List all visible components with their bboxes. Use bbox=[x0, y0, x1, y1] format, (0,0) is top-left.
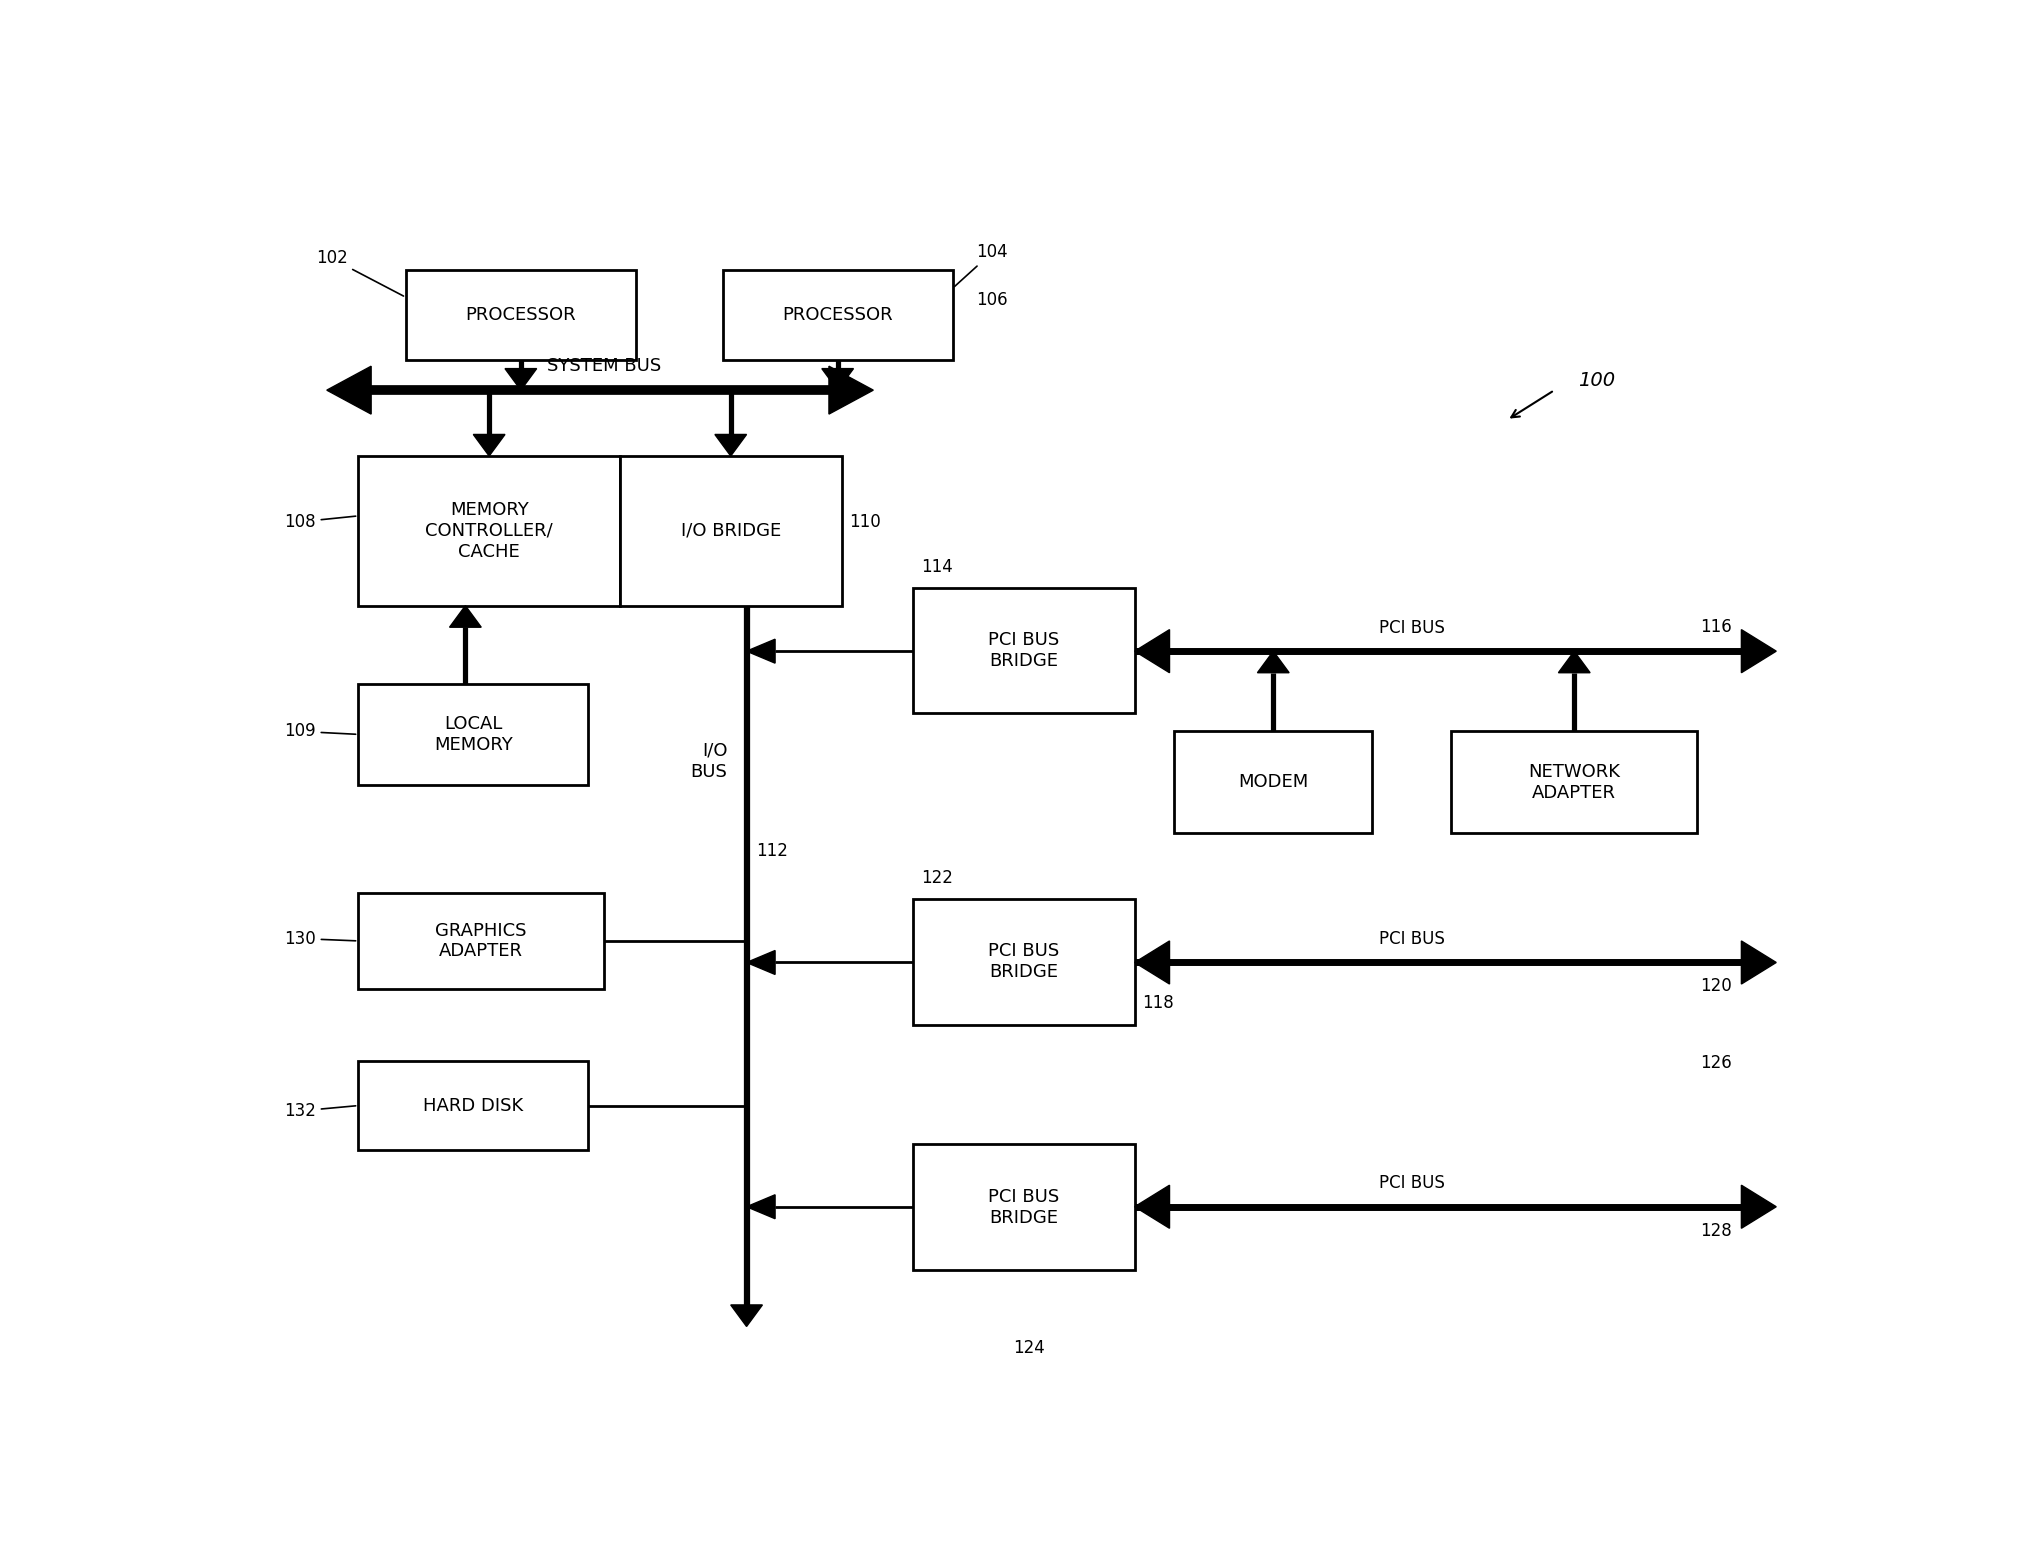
Polygon shape bbox=[746, 639, 775, 662]
Text: 120: 120 bbox=[1701, 978, 1731, 995]
Bar bbox=[407, 271, 636, 361]
Bar bbox=[914, 1144, 1134, 1270]
Text: 110: 110 bbox=[850, 513, 881, 530]
Text: HARD DISK: HARD DISK bbox=[423, 1096, 523, 1115]
Text: MODEM: MODEM bbox=[1239, 773, 1308, 791]
Text: LOCAL
MEMORY: LOCAL MEMORY bbox=[433, 715, 513, 754]
Polygon shape bbox=[732, 1305, 762, 1326]
Polygon shape bbox=[474, 434, 505, 456]
Text: I/O
BUS: I/O BUS bbox=[691, 742, 728, 781]
Text: 112: 112 bbox=[756, 843, 787, 860]
Text: 114: 114 bbox=[920, 558, 953, 575]
Text: 122: 122 bbox=[920, 869, 953, 886]
Text: PCI BUS
BRIDGE: PCI BUS BRIDGE bbox=[987, 1188, 1059, 1227]
Text: PROCESSOR: PROCESSOR bbox=[783, 306, 893, 325]
Bar bbox=[358, 1061, 589, 1151]
Text: PCI BUS
BRIDGE: PCI BUS BRIDGE bbox=[987, 631, 1059, 670]
Polygon shape bbox=[1741, 630, 1776, 673]
Bar bbox=[619, 456, 842, 605]
Text: 108: 108 bbox=[284, 513, 356, 530]
Bar bbox=[914, 899, 1134, 1025]
Polygon shape bbox=[450, 605, 480, 627]
Text: PCI BUS: PCI BUS bbox=[1380, 930, 1445, 949]
Bar bbox=[1451, 731, 1697, 833]
Polygon shape bbox=[1741, 1185, 1776, 1228]
Text: 118: 118 bbox=[1143, 994, 1175, 1012]
Text: PCI BUS
BRIDGE: PCI BUS BRIDGE bbox=[987, 942, 1059, 981]
Polygon shape bbox=[1558, 652, 1590, 673]
Text: 132: 132 bbox=[284, 1102, 356, 1120]
Text: GRAPHICS
ADAPTER: GRAPHICS ADAPTER bbox=[435, 922, 527, 961]
Polygon shape bbox=[715, 434, 746, 456]
Text: PROCESSOR: PROCESSOR bbox=[466, 306, 576, 325]
Polygon shape bbox=[1134, 1185, 1169, 1228]
Text: NETWORK
ADAPTER: NETWORK ADAPTER bbox=[1529, 764, 1621, 802]
Text: 116: 116 bbox=[1701, 619, 1731, 636]
Bar bbox=[1173, 731, 1372, 833]
Text: PCI BUS: PCI BUS bbox=[1380, 619, 1445, 638]
Polygon shape bbox=[830, 365, 873, 414]
Text: SYSTEM BUS: SYSTEM BUS bbox=[548, 356, 660, 375]
Text: 124: 124 bbox=[1012, 1339, 1044, 1358]
Text: 128: 128 bbox=[1701, 1222, 1731, 1239]
Text: 130: 130 bbox=[284, 930, 356, 947]
Text: I/O BRIDGE: I/O BRIDGE bbox=[681, 522, 781, 540]
Bar bbox=[914, 588, 1134, 714]
Bar bbox=[724, 271, 953, 361]
Polygon shape bbox=[1134, 941, 1169, 984]
Text: 126: 126 bbox=[1701, 1054, 1731, 1071]
Polygon shape bbox=[1257, 652, 1290, 673]
Polygon shape bbox=[822, 369, 854, 390]
Polygon shape bbox=[746, 1194, 775, 1219]
Polygon shape bbox=[1134, 630, 1169, 673]
Text: 106: 106 bbox=[977, 291, 1008, 309]
Bar bbox=[358, 893, 605, 989]
Polygon shape bbox=[746, 950, 775, 975]
Text: 100: 100 bbox=[1578, 372, 1615, 390]
Text: 109: 109 bbox=[284, 723, 356, 740]
Polygon shape bbox=[1741, 941, 1776, 984]
Text: 102: 102 bbox=[315, 249, 403, 295]
Text: 104: 104 bbox=[955, 244, 1008, 286]
Text: MEMORY
CONTROLLER/
CACHE: MEMORY CONTROLLER/ CACHE bbox=[425, 501, 554, 561]
Bar bbox=[358, 456, 619, 605]
Text: PCI BUS: PCI BUS bbox=[1380, 1174, 1445, 1193]
Bar bbox=[358, 684, 589, 785]
Polygon shape bbox=[327, 365, 372, 414]
Polygon shape bbox=[505, 369, 538, 390]
